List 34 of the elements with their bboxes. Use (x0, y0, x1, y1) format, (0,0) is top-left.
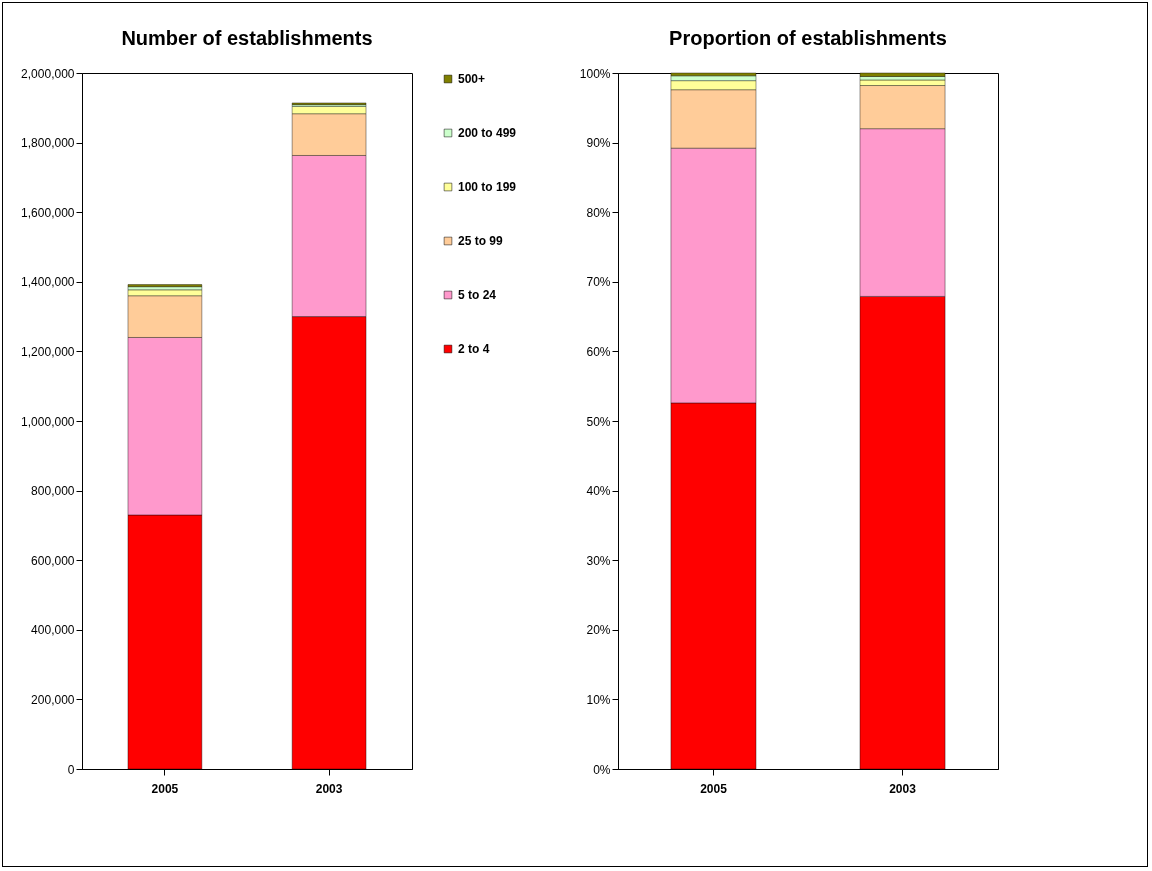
legend-label: 5 to 24 (458, 288, 497, 302)
y-tick-label: 400,000 (31, 623, 75, 638)
x-tick-label: 2005 (700, 781, 728, 796)
x-tick-label: 2005 (151, 781, 179, 796)
y-tick-label: 1,200,000 (21, 344, 75, 359)
y-tick-label: 70% (586, 275, 611, 290)
y-tick-label: 20% (586, 623, 611, 638)
y-tick-label: 1,000,000 (21, 414, 75, 429)
y-tick-label: 1,600,000 (21, 205, 75, 220)
y-tick-label: 600,000 (31, 553, 75, 568)
y-tick-label: 40% (586, 484, 611, 499)
y-tick-label: 1,400,000 (21, 275, 75, 290)
y-tick-label: 0% (593, 762, 611, 777)
x-tick-label: 2003 (315, 781, 343, 796)
x-tick-label: 2003 (889, 781, 917, 796)
y-tick-label: 90% (586, 136, 611, 151)
y-tick-label: 60% (586, 344, 611, 359)
y-tick-label: 10% (586, 692, 611, 707)
y-tick-label: 30% (586, 553, 611, 568)
legend-label: 2 to 4 (458, 342, 490, 356)
y-tick-label: 80% (586, 205, 611, 220)
y-tick-label: 2,000,000 (21, 66, 75, 81)
legend-label: 200 to 499 (458, 126, 517, 140)
legend-label: 500+ (458, 72, 486, 86)
y-tick-label: 1,800,000 (21, 136, 75, 151)
legend-label: 100 to 199 (458, 180, 517, 194)
chart-title: Proportion of establishments (669, 27, 947, 49)
y-tick-label: 100% (579, 66, 611, 81)
y-tick-label: 200,000 (31, 692, 75, 707)
chart-title: Number of establishments (121, 27, 373, 49)
legend-label: 25 to 99 (458, 234, 504, 248)
y-tick-label: 800,000 (31, 484, 75, 499)
y-tick-label: 50% (586, 414, 611, 429)
y-tick-label: 0 (67, 762, 75, 777)
